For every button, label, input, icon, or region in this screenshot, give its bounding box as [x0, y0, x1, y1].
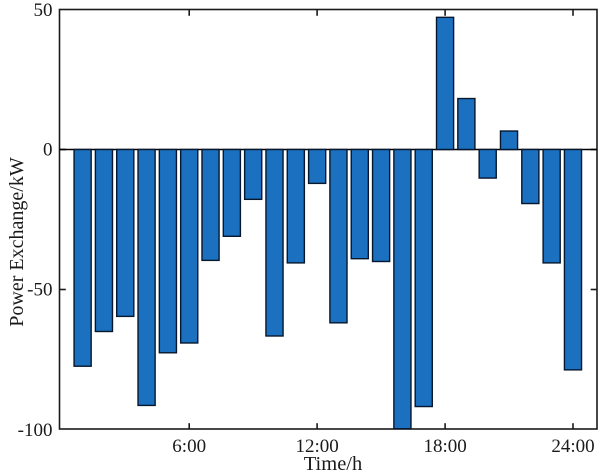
svg-text:Time/h: Time/h	[304, 453, 363, 475]
svg-text:-50: -50	[27, 280, 52, 301]
svg-text:24:00: 24:00	[551, 436, 594, 457]
svg-text:Power Exchange/kW: Power Exchange/kW	[6, 157, 28, 327]
svg-text:12:00: 12:00	[295, 436, 338, 457]
svg-text:18:00: 18:00	[423, 436, 466, 457]
svg-text:0: 0	[43, 140, 53, 161]
svg-text:50: 50	[34, 0, 53, 21]
svg-text:-100: -100	[18, 420, 53, 441]
svg-text:6:00: 6:00	[172, 436, 206, 457]
